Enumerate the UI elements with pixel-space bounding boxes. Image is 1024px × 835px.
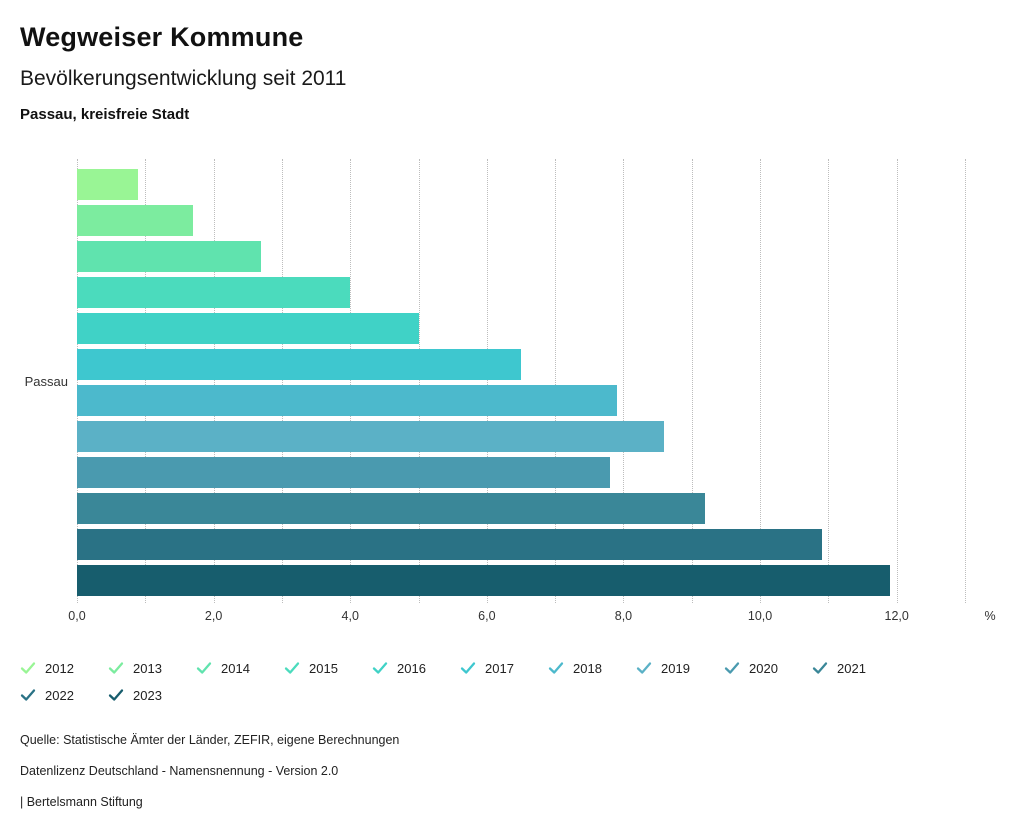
legend-item-2017[interactable]: 2017	[460, 660, 548, 676]
bar-2013[interactable]	[77, 205, 194, 236]
bar-2021[interactable]	[77, 493, 706, 524]
bar-2023[interactable]	[77, 565, 890, 596]
checkmark-icon-2012[interactable]	[20, 660, 36, 676]
x-axis: 0,0 2,0 4,0 6,0 8,0 10,0 12,0%	[68, 609, 1007, 627]
gridline	[896, 159, 898, 603]
x-tick-label-12,0: 12,0	[884, 609, 909, 623]
legend-label-2021: 2021	[837, 660, 866, 676]
gridline	[965, 159, 966, 603]
bar-2012[interactable]	[77, 169, 139, 200]
gridline	[691, 159, 693, 603]
gridline	[555, 159, 557, 603]
gridline	[623, 159, 625, 603]
page-title: Wegweiser Kommune	[20, 22, 304, 52]
legend-item-2012[interactable]: 2012	[20, 660, 108, 676]
legend-item-2015[interactable]: 2015	[284, 660, 372, 676]
gridline	[760, 159, 762, 603]
checkmark-icon-2014[interactable]	[196, 660, 212, 676]
gridline	[77, 159, 78, 603]
x-tick-label-8,0: 8,0	[614, 609, 633, 623]
checkmark-icon-2021[interactable]	[812, 660, 828, 676]
legend: 2012 2013 2014 2015 2016 2017 2018 2019 2020 2021…	[20, 660, 1004, 714]
chart-subtitle: Bevölkerungsentwicklung seit 2011	[20, 67, 347, 90]
bar-2018[interactable]	[77, 385, 617, 416]
x-tick-label-2,0: 2,0	[204, 609, 223, 623]
legend-item-2014[interactable]: 2014	[196, 660, 284, 676]
bar-2020[interactable]	[77, 457, 610, 488]
footer: Quelle: Statistische Ämter der Länder, Z…	[20, 733, 399, 826]
legend-label-2022: 2022	[45, 687, 74, 703]
legend-item-2023[interactable]: 2023	[108, 687, 196, 703]
checkmark-icon-2015[interactable]	[284, 660, 300, 676]
gridline	[350, 159, 352, 603]
checkmark-icon-2019[interactable]	[636, 660, 652, 676]
gridline	[213, 159, 215, 603]
gridline	[486, 159, 488, 603]
x-tick-label-0,0: 0,0	[68, 609, 86, 623]
checkmark-icon-2017[interactable]	[460, 660, 476, 676]
legend-label-2017: 2017	[485, 660, 514, 676]
legend-item-2021[interactable]: 2021	[812, 660, 900, 676]
legend-row: 2022 2023	[20, 687, 1004, 703]
legend-label-2012: 2012	[45, 660, 74, 676]
checkmark-icon-2020[interactable]	[724, 660, 740, 676]
legend-label-2014: 2014	[221, 660, 250, 676]
bar-group	[77, 169, 965, 601]
legend-label-2019: 2019	[661, 660, 690, 676]
source-note: Quelle: Statistische Ämter der Länder, Z…	[20, 733, 400, 747]
plot-area	[77, 159, 966, 603]
bar-2022[interactable]	[77, 529, 822, 560]
gridline	[145, 159, 147, 603]
checkmark-icon-2013[interactable]	[108, 660, 124, 676]
bar-2016[interactable]	[77, 313, 419, 344]
gridline	[828, 159, 830, 603]
attribution-note: | Bertelsmann Stiftung	[20, 795, 143, 809]
checkmark-icon-2023[interactable]	[108, 687, 124, 703]
bar-2015[interactable]	[77, 277, 351, 308]
gridline	[281, 159, 283, 603]
y-axis-category-label: Passau	[24, 374, 68, 389]
x-tick-label-6,0: 6,0	[478, 609, 496, 623]
legend-label-2013: 2013	[133, 660, 162, 676]
gridline	[418, 159, 420, 603]
legend-label-2016: 2016	[397, 660, 426, 676]
checkmark-icon-2016[interactable]	[372, 660, 388, 676]
checkmark-icon-2022[interactable]	[20, 687, 36, 703]
legend-item-2020[interactable]: 2020	[724, 660, 812, 676]
legend-item-2018[interactable]: 2018	[548, 660, 636, 676]
legend-item-2022[interactable]: 2022	[20, 687, 108, 703]
region-name: Passau, kreisfreie Stadt	[20, 106, 190, 123]
bar-2019[interactable]	[77, 421, 665, 452]
bar-2014[interactable]	[77, 241, 262, 272]
license-note: Datenlizenz Deutschland - Namensnennung …	[20, 764, 339, 778]
x-tick-label-10,0: 10,0	[747, 609, 773, 623]
legend-label-2015: 2015	[309, 660, 338, 676]
legend-item-2019[interactable]: 2019	[636, 660, 724, 676]
legend-label-2018: 2018	[573, 660, 602, 676]
bar-2017[interactable]	[77, 349, 521, 380]
legend-label-2020: 2020	[749, 660, 778, 676]
checkmark-icon-2018[interactable]	[548, 660, 564, 676]
x-axis-unit-label: %	[984, 609, 996, 623]
legend-row: 2012 2013 2014 2015 2016 2017 2018 2019 2020 2021	[20, 660, 1004, 676]
x-tick-label-4,0: 4,0	[341, 609, 359, 623]
legend-item-2013[interactable]: 2013	[108, 660, 196, 676]
legend-item-2016[interactable]: 2016	[372, 660, 460, 676]
legend-label-2023: 2023	[133, 687, 162, 703]
